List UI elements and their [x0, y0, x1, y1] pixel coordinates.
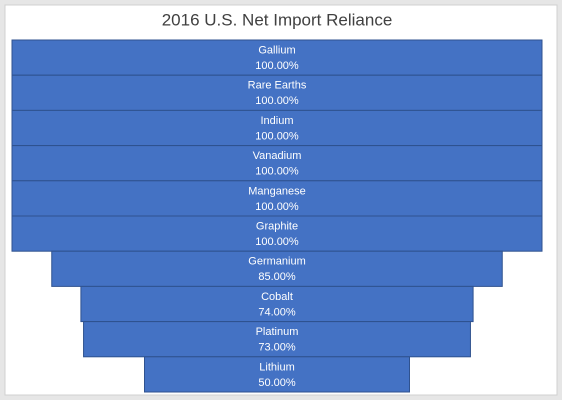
category-label: Germanium — [248, 256, 305, 268]
bar — [80, 285, 474, 323]
value-label: 100.00% — [255, 236, 299, 248]
category-label: Rare Earths — [248, 80, 307, 92]
bar — [11, 39, 543, 76]
bar — [83, 321, 471, 358]
category-label: Platinum — [256, 326, 299, 338]
category-label: Vanadium — [253, 150, 302, 162]
value-label: 100.00% — [255, 60, 299, 72]
value-label: 74.00% — [258, 306, 296, 318]
bar — [144, 356, 410, 393]
bar — [11, 74, 543, 111]
value-label: 50.00% — [258, 377, 296, 389]
category-label: Cobalt — [261, 291, 293, 303]
chart-title: 2016 U.S. Net Import Reliance — [162, 10, 393, 29]
category-label: Indium — [260, 115, 293, 127]
bar — [11, 215, 543, 252]
value-label: 100.00% — [255, 95, 299, 107]
value-label: 100.00% — [255, 166, 299, 178]
value-label: 85.00% — [258, 271, 296, 283]
category-label: Manganese — [248, 185, 306, 197]
value-label: 100.00% — [255, 130, 299, 142]
category-label: Graphite — [256, 220, 298, 232]
value-label: 73.00% — [258, 342, 296, 354]
category-label: Gallium — [258, 44, 295, 56]
bar — [51, 250, 503, 287]
category-label: Lithium — [259, 361, 294, 373]
value-label: 100.00% — [255, 201, 299, 213]
